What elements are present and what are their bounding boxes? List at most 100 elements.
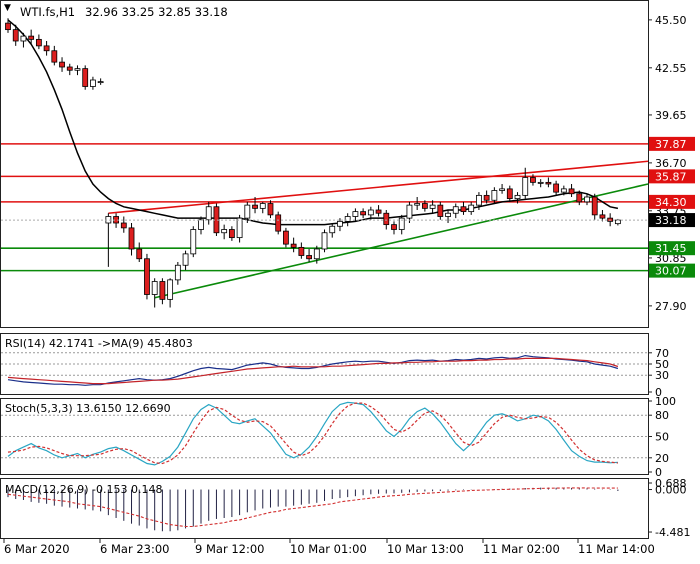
rsi-tick-label: 30 [655,369,669,382]
candle [228,226,235,241]
candle-body-bull [476,194,482,206]
candle-body-bear [553,183,560,193]
candle [360,208,367,219]
candle-body-bull [499,188,505,191]
candle-body-bear [82,68,89,87]
time-tick-label: 10 Mar 13:00 [387,542,464,556]
price-tick-label: 39.65 [655,109,687,122]
candle [591,193,598,220]
candle [429,200,436,214]
candle [584,193,590,206]
candle [421,200,428,212]
candle-body-bear [599,214,606,219]
time-tick-label: 10 Mar 01:00 [290,542,367,556]
candle [313,245,320,264]
candle [283,227,289,248]
candle-body-bull [174,264,181,281]
candle [182,250,189,271]
rsi-tick-label: 0 [655,386,662,399]
candle [128,223,135,256]
time-tick-label: 6 Mar 23:00 [100,542,169,556]
candle-body-bear [51,50,58,63]
candle [329,223,336,238]
macd-tick-label: 0.688 [655,477,687,490]
time-tick-label: 6 Mar 2020 [4,542,70,556]
candle-body-bull [614,219,621,225]
candle [144,253,150,300]
candle-body-bull [537,181,544,184]
candle-body-bull [167,279,174,300]
stoch-title: Stoch(5,3,3) 13.6150 12.6690 [5,402,171,415]
price-panel-frame [0,0,649,328]
candle [545,177,552,188]
candle-body-bull [429,204,436,209]
candle [90,76,96,90]
candle-body-bull [468,204,475,213]
candle-body-bear [506,188,513,200]
candle [290,237,297,253]
candle [298,242,305,259]
candle [344,213,351,227]
candle [352,208,359,222]
candle [259,201,266,214]
candle [452,203,459,219]
candle [406,201,413,223]
time-tick-label: 9 Mar 12:00 [195,542,264,556]
candle [476,192,482,210]
price-tick-label: 45.50 [655,14,687,27]
candle-body-bull [190,229,197,255]
candle-body-bull [74,68,81,71]
candle-body-bear [591,196,598,216]
candle [59,57,65,72]
candle [12,24,19,46]
level-price-tag [649,241,695,256]
candle-body-bull [151,281,158,295]
candle-body-bear [290,243,297,248]
candle-body-bull [445,212,451,217]
candle [267,200,274,219]
candle-body-bear [576,193,583,203]
candle-body-bull [452,206,459,214]
candle-body-bear [144,258,150,295]
level-price-tag [649,169,695,184]
candle [530,174,536,186]
candle [506,185,513,202]
candle-body-bear [12,29,19,42]
menu-arrow-icon[interactable]: ▼ [4,3,11,13]
candle-body-bear [460,206,467,213]
price-tick-label: 27.90 [655,300,687,313]
candle-body-bear [283,230,289,245]
candle-body-bear [267,203,274,216]
candle [198,216,204,235]
time-tick-label: 11 Mar 14:00 [578,542,655,556]
candle [151,278,158,308]
candle [414,197,421,210]
level-price-label: 30.07 [655,265,687,278]
price-panel: 45.5042.5539.6536.7033.7530.8527.9037.87… [1,14,695,313]
rsi-line [7,354,619,386]
candle-body-bull [313,248,320,260]
candle-body-bull [198,219,204,230]
candle-body-bear [530,177,536,183]
candle-body-bull [414,203,421,206]
candle [74,65,81,76]
candle-body-bear [43,45,50,52]
candle [66,63,73,76]
candle-body-bull [221,229,228,234]
candle [236,214,243,243]
candle [28,29,35,45]
level-price-tag [649,263,695,278]
candle [537,179,544,188]
candle-body-bull [90,79,96,87]
candle [398,214,405,235]
candle-body-bear [306,255,312,260]
candle [20,32,27,48]
candle-body-bear [120,222,127,229]
candle-body-bull [259,203,266,209]
candle-body-bull [406,204,413,219]
rsi-title: RSI(14) 42.1741 ->MA(9) 45.4803 [5,337,193,350]
candle [468,201,475,215]
